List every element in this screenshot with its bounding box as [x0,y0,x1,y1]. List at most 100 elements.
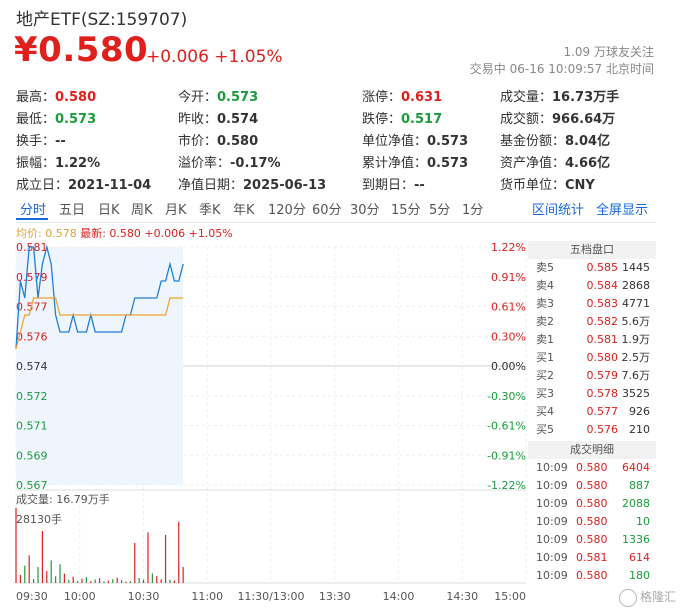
stat-value: 0.574 [217,112,259,127]
stat-value: 0.573 [55,112,97,127]
deal-time: 10:09 [536,551,568,564]
tab-8[interactable]: 60分 [312,203,342,218]
stat-label: 成立日： [16,178,69,193]
tab-4[interactable]: 月K [165,203,187,218]
elapsed-shade [16,247,184,485]
right-tick-label: -0.30% [487,390,526,403]
deal-time: 10:09 [536,515,568,528]
stat-label: 溢价率： [178,156,231,171]
follower-count: 1.09 万球友关注 [563,45,654,59]
order-level-label: 买2 [536,369,554,382]
chart-period-tabs: 分时 五日 日K 周K 月K 季K 年K 120分 60分 30分 15分 5分 1分 区间统计 全屏显示 [16,197,656,220]
deal-time: 10:09 [536,497,568,510]
stat-label: 到期日： [362,178,415,193]
order-price: 0.579 [586,369,619,382]
order-price: 0.585 [586,261,619,274]
order-volume: 210 [629,423,650,436]
stat-label: 最高： [16,90,56,105]
time-tick-label: 09:30 [16,590,48,603]
tab-5[interactable]: 季K [199,203,221,218]
stat-value: 0.517 [401,112,443,127]
tab-2[interactable]: 日K [98,203,120,218]
stat-label: 成交额： [500,112,553,127]
deal-time: 10:09 [536,479,568,492]
deal-volume: 6404 [622,461,650,474]
left-tick-label: 0.571 [16,420,48,433]
order-price: 0.577 [586,405,619,418]
stat-label: 资产净值： [500,156,566,171]
tab-12[interactable]: 1分 [462,203,484,218]
right-tick-label: 1.22% [491,241,526,254]
deal-price: 0.580 [576,479,608,492]
order-book-panel: 五档盘口 卖5 0.585 1445 卖4 0.584 2868 卖3 0.583 4771 卖2… [528,241,656,585]
stat-label: 涨停： [362,90,402,105]
stat-value: 0.573 [217,90,259,105]
deal-volume: 180 [629,569,650,582]
stat-value: 2025-06-13 [243,178,327,193]
tab-7[interactable]: 120分 [268,203,306,218]
deal-price: 0.580 [576,569,608,582]
stat-label: 今开： [178,90,218,105]
stat-cell: 最低：0.573 [16,108,96,127]
order-volume: 1.9万 [621,333,651,346]
time-tick-label: 11:00 [191,590,223,603]
stat-value: 1.22% [55,156,101,171]
fullscreen-link[interactable]: 全屏显示 [596,203,649,218]
order-volume: 4771 [622,297,650,310]
order-book-row: 买3 0.578 3525 [528,385,656,403]
order-price: 0.584 [586,279,619,292]
stat-value: 966.64万 [552,112,616,127]
stat-cell: 跌停：0.517 [362,108,442,127]
deal-time: 10:09 [536,569,568,582]
stat-label: 换手： [16,134,56,149]
stats-row: 最高：0.580 今开：0.573 涨停：0.631 成交量：16.73万手 [16,84,656,106]
stat-cell: 货币单位：CNY [500,174,595,193]
trading-status: 交易中 06-16 10:09:57 北京时间 [469,62,654,76]
order-level-label: 卖4 [536,279,554,292]
active-tab-underline [16,218,48,220]
stat-label: 累计净值： [362,156,428,171]
right-tick-label: -0.61% [487,420,526,433]
stat-value: 0.573 [427,156,469,171]
order-level-label: 买1 [536,351,554,364]
deal-price: 0.580 [576,515,608,528]
tab-9[interactable]: 30分 [350,203,380,218]
gelonghui-logo-icon [618,588,637,607]
left-tick-label: 0.569 [16,449,48,462]
time-tick-label: 10:30 [128,590,160,603]
stat-cell: 成立日：2021-11-04 [16,174,151,193]
deal-volume: 887 [629,479,650,492]
stat-cell: 资产净值：4.66亿 [500,152,610,171]
tab-1[interactable]: 五日 [59,203,86,218]
order-book-row: 卖5 0.585 1445 [528,259,656,277]
avg-price-line [15,297,184,350]
right-tick-label: 0.91% [491,271,526,284]
order-volume: 3525 [622,387,650,400]
tab-6[interactable]: 年K [233,203,255,218]
order-volume: 2868 [622,279,650,292]
stat-value: 8.04亿 [565,134,611,149]
tabs-divider [16,222,656,223]
stat-cell: 单位净值：0.573 [362,130,468,149]
tab-10[interactable]: 15分 [391,203,421,218]
stats-link[interactable]: 区间统计 [532,203,585,218]
stat-cell: 成交额：966.64万 [500,108,615,127]
stat-label: 单位净值： [362,134,428,149]
stat-label: 市价： [178,134,218,149]
latest-price-legend: 最新: 0.580 +0.006 +1.05% [80,227,233,240]
stat-value: 2021-11-04 [68,178,152,193]
deal-volume: 2088 [622,497,650,510]
deal-price: 0.581 [576,551,608,564]
tab-11[interactable]: 5分 [429,203,451,218]
order-level-label: 买3 [536,387,554,400]
tab-3[interactable]: 周K [131,203,153,218]
order-book-row: 卖2 0.582 5.6万 [528,313,656,331]
tab-0[interactable]: 分时 [20,203,47,218]
stats-grid: 最高：0.580 今开：0.573 涨停：0.631 成交量：16.73万手 最低：0.… [16,84,656,194]
right-tick-label: 0.00% [491,360,526,373]
deal-detail-title: 成交明细 [528,441,656,459]
stat-cell: 今开：0.573 [178,86,258,105]
watermark: 格隆汇 [618,588,676,607]
order-book-row: 卖4 0.584 2868 [528,277,656,295]
